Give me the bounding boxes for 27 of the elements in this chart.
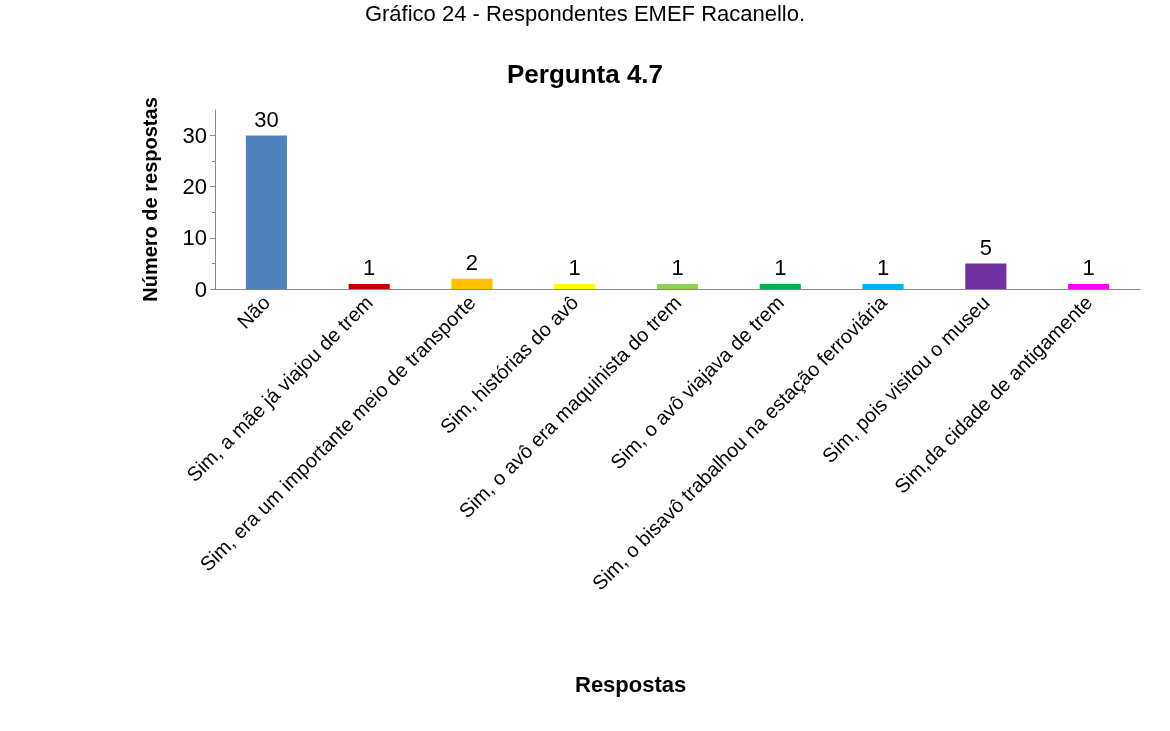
y-tick-label: 0: [194, 276, 207, 302]
data-label: 1: [363, 255, 376, 281]
bar: [245, 135, 287, 289]
y-tick-label: 30: [182, 123, 207, 149]
bar: [965, 263, 1007, 289]
text: Gráfico 24 - Respondentes EMEF Racanello.: [364, 0, 806, 26]
data-label: 30: [254, 107, 279, 133]
bar: [862, 283, 904, 289]
bar: [1068, 283, 1110, 289]
data-label: 1: [876, 255, 890, 281]
data-label: 5: [979, 234, 992, 260]
y-tick-label: 20: [182, 174, 207, 200]
bar: [451, 278, 493, 289]
data-label: 1: [671, 255, 684, 281]
data-label: 1: [568, 255, 581, 281]
y-tick-label: 10: [182, 225, 207, 251]
chart-title: Pergunta 4.7: [506, 59, 664, 89]
x-axis-title: Respostas: [575, 671, 687, 697]
data-label: 1: [1082, 255, 1095, 281]
x-tick-label: Não: [232, 291, 275, 333]
bar: [656, 283, 699, 289]
bar: [759, 283, 801, 289]
bar: [348, 283, 390, 289]
data-label: 1: [774, 255, 787, 281]
bar: [554, 283, 596, 289]
data-label: 2: [465, 250, 479, 276]
y-axis-title: Número de respostas: [139, 97, 161, 302]
